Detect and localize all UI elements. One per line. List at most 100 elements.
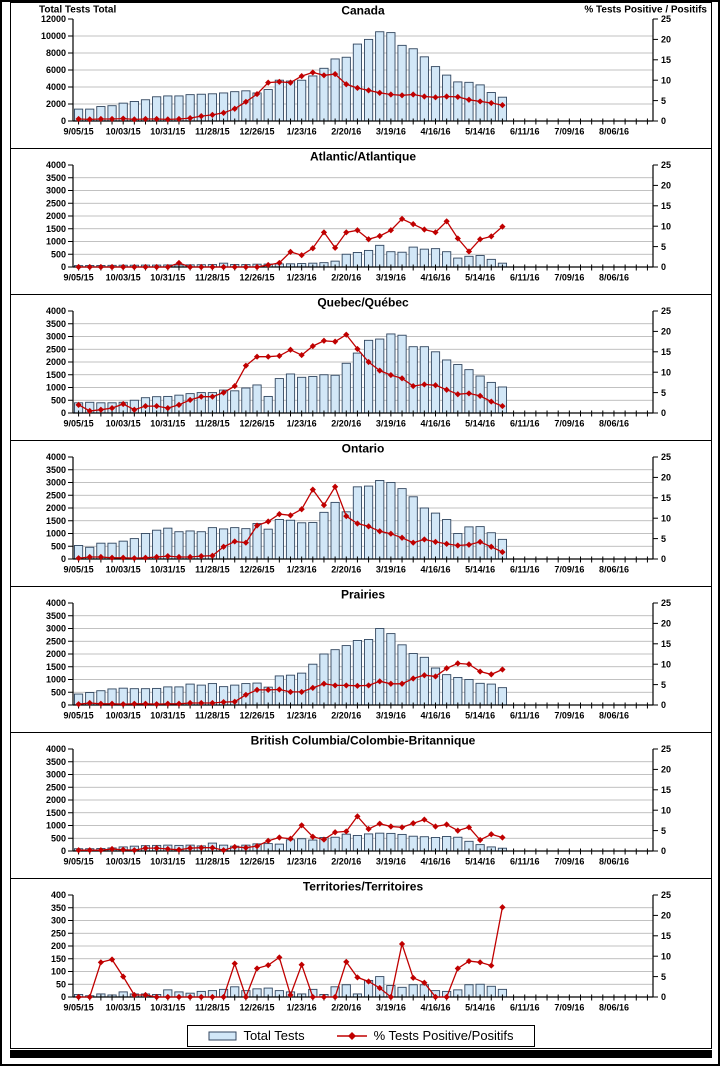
svg-text:15: 15	[661, 785, 671, 795]
svg-text:25: 25	[661, 160, 671, 170]
svg-text:1000: 1000	[46, 529, 66, 539]
svg-text:11/28/15: 11/28/15	[195, 127, 230, 137]
svg-text:6/11/16: 6/11/16	[510, 273, 540, 283]
svg-text:0: 0	[661, 992, 666, 1002]
svg-text:0: 0	[661, 700, 666, 710]
svg-text:2/20/16: 2/20/16	[331, 711, 361, 721]
svg-text:3000: 3000	[46, 186, 66, 196]
svg-text:1500: 1500	[46, 808, 66, 818]
svg-text:0: 0	[61, 408, 66, 418]
svg-text:4/16/16: 4/16/16	[420, 565, 450, 575]
svg-text:9/05/15: 9/05/15	[64, 419, 94, 429]
svg-text:3000: 3000	[46, 770, 66, 780]
svg-text:8/06/16: 8/06/16	[599, 127, 629, 137]
svg-text:10: 10	[661, 805, 671, 815]
legend-pct-positive-label: % Tests Positive/Positifs	[373, 1028, 514, 1043]
svg-text:2/20/16: 2/20/16	[331, 273, 361, 283]
svg-text:2000: 2000	[46, 99, 66, 109]
svg-text:6/11/16: 6/11/16	[510, 711, 540, 721]
svg-text:4000: 4000	[46, 452, 66, 462]
svg-text:11/28/15: 11/28/15	[195, 565, 230, 575]
svg-text:5: 5	[661, 96, 666, 106]
gridlines	[73, 907, 653, 985]
svg-text:500: 500	[51, 833, 66, 843]
legend-box: Total Tests % Tests Positive/Positifs	[187, 1025, 535, 1047]
svg-text:8/06/16: 8/06/16	[599, 419, 629, 429]
svg-text:3/19/16: 3/19/16	[376, 711, 406, 721]
svg-text:British Columbia/Colombie-Brit: British Columbia/Colombie-Britannique	[251, 734, 476, 748]
svg-text:3/19/16: 3/19/16	[376, 419, 406, 429]
svg-text:10/03/15: 10/03/15	[106, 711, 141, 721]
territories-chart: 0 50 100 150 200 250 300 350 400 0 5 10 15 20 25 9/05/1…	[51, 880, 671, 1013]
svg-text:9/05/15: 9/05/15	[64, 127, 94, 137]
svg-text:1500: 1500	[46, 224, 66, 234]
svg-text:% Tests Positive / Positifs: % Tests Positive / Positifs	[584, 5, 707, 16]
svg-text:3/19/16: 3/19/16	[376, 857, 406, 867]
svg-text:5: 5	[661, 972, 666, 982]
svg-text:10: 10	[661, 221, 671, 231]
svg-text:3500: 3500	[46, 757, 66, 767]
axes	[68, 310, 658, 417]
svg-text:2/20/16: 2/20/16	[331, 857, 361, 867]
bar-swatch-icon	[208, 1031, 237, 1041]
svg-text:11/28/15: 11/28/15	[195, 711, 230, 721]
svg-text:3500: 3500	[46, 611, 66, 621]
svg-text:Atlantic/Atlantique: Atlantic/Atlantique	[310, 150, 416, 164]
svg-text:2/20/16: 2/20/16	[331, 127, 361, 137]
svg-text:500: 500	[51, 395, 66, 405]
svg-text:0: 0	[61, 554, 66, 564]
svg-text:25: 25	[661, 744, 671, 754]
svg-text:4000: 4000	[46, 160, 66, 170]
atlantic-chart: 0 500 1000 1500 2000 2500 3000 3500 4000 0 5 10 15 20…	[46, 150, 671, 283]
svg-text:3/19/16: 3/19/16	[376, 127, 406, 137]
chart-panel-prairies: 0 500 1000 1500 2000 2500 3000 3500 4000 0 5 10 15 20…	[11, 587, 711, 733]
svg-text:20: 20	[661, 327, 671, 337]
svg-text:12/26/15: 12/26/15	[240, 419, 275, 429]
legend-row: Total Tests % Tests Positive/Positifs	[11, 1024, 711, 1048]
svg-text:12000: 12000	[41, 14, 66, 24]
svg-text:0: 0	[661, 554, 666, 564]
svg-text:7/09/16: 7/09/16	[554, 711, 584, 721]
pct-positive-line	[75, 904, 506, 1001]
svg-text:2/20/16: 2/20/16	[331, 1003, 361, 1013]
svg-text:0: 0	[61, 846, 66, 856]
svg-text:1500: 1500	[46, 370, 66, 380]
svg-text:0: 0	[661, 262, 666, 272]
svg-text:5: 5	[661, 534, 666, 544]
svg-text:4/16/16: 4/16/16	[420, 273, 450, 283]
svg-text:5: 5	[661, 242, 666, 252]
svg-text:0: 0	[661, 846, 666, 856]
svg-text:400: 400	[51, 890, 66, 900]
svg-text:12/26/15: 12/26/15	[240, 565, 275, 575]
svg-text:7/09/16: 7/09/16	[554, 273, 584, 283]
chart-panel-british-columbia: 0 500 1000 1500 2000 2500 3000 3500 4000 0 5 10 15 20…	[11, 733, 711, 879]
svg-text:5: 5	[661, 388, 666, 398]
pct-positive-line	[75, 215, 506, 271]
pct-positive-line	[75, 69, 506, 123]
svg-text:8/06/16: 8/06/16	[599, 565, 629, 575]
svg-text:4/16/16: 4/16/16	[420, 711, 450, 721]
gridlines	[73, 615, 653, 693]
svg-text:15: 15	[661, 639, 671, 649]
svg-text:4/16/16: 4/16/16	[420, 1003, 450, 1013]
svg-text:2000: 2000	[46, 357, 66, 367]
svg-text:2/20/16: 2/20/16	[331, 565, 361, 575]
svg-text:9/05/15: 9/05/15	[64, 711, 94, 721]
svg-text:6/11/16: 6/11/16	[510, 127, 540, 137]
svg-text:2000: 2000	[46, 795, 66, 805]
legend-total-tests-label: Total Tests	[243, 1028, 305, 1043]
svg-text:4000: 4000	[46, 744, 66, 754]
svg-text:3000: 3000	[46, 478, 66, 488]
svg-text:2/20/16: 2/20/16	[331, 419, 361, 429]
svg-text:10/03/15: 10/03/15	[106, 419, 141, 429]
svg-text:250: 250	[51, 928, 66, 938]
quebec-chart: 0 500 1000 1500 2000 2500 3000 3500 4000 0 5 10 15 20…	[46, 296, 671, 429]
svg-text:0: 0	[61, 992, 66, 1002]
svg-text:500: 500	[51, 249, 66, 259]
svg-text:8000: 8000	[46, 48, 66, 58]
svg-text:5: 5	[661, 680, 666, 690]
svg-text:20: 20	[661, 911, 671, 921]
svg-text:15: 15	[661, 493, 671, 503]
total-tests-bars	[74, 31, 507, 122]
